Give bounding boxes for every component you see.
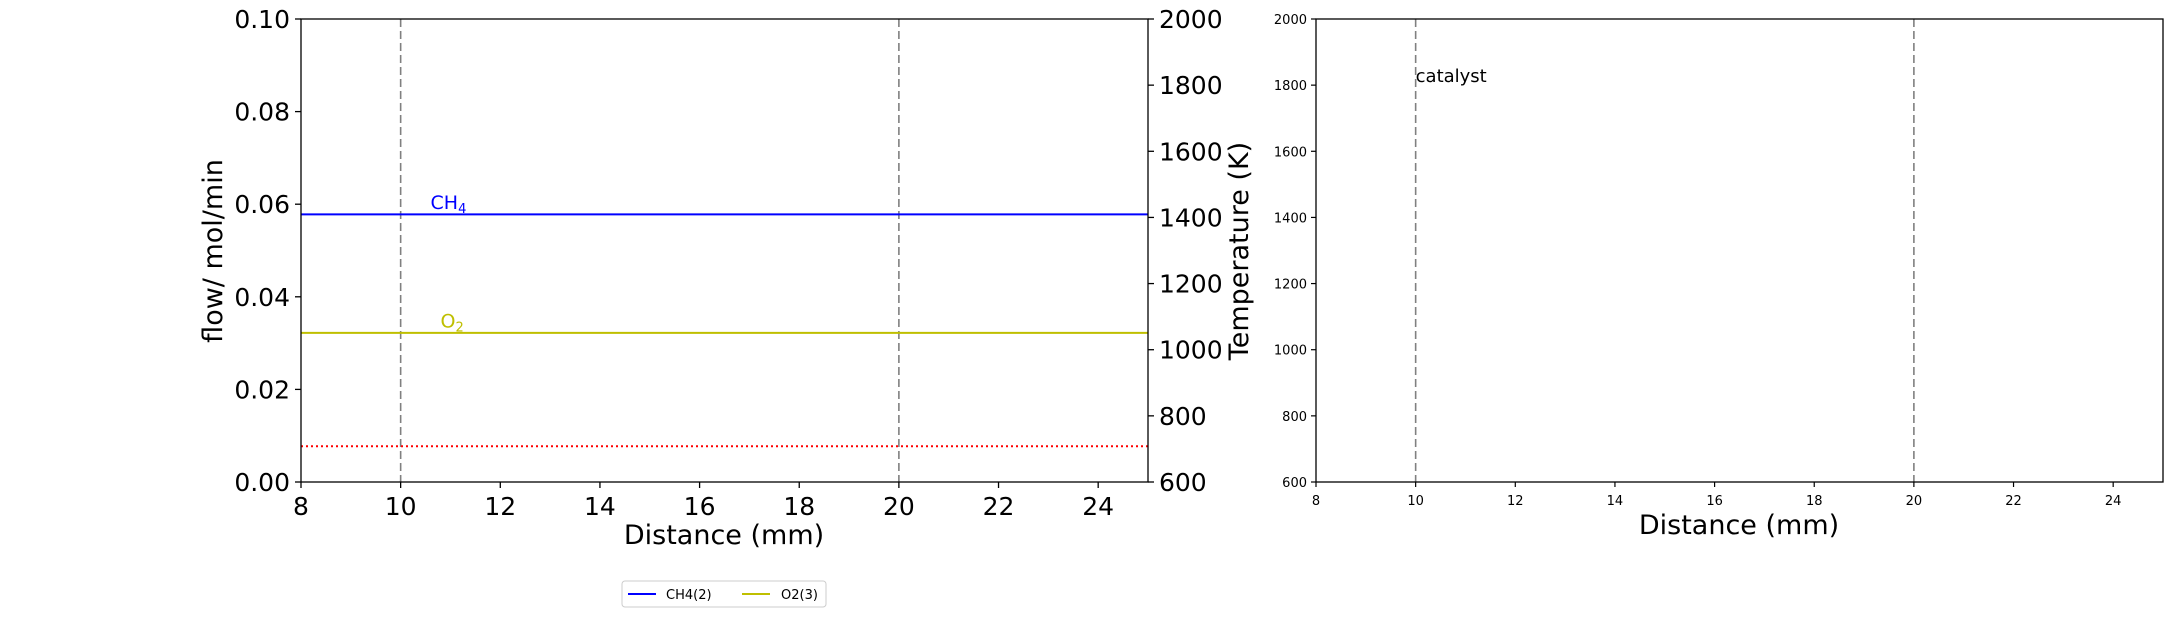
x-tick-label: 8	[1312, 494, 1320, 509]
y-axis-ticks: 0.00 0.02 0.04 0.06 0.08 0.10	[234, 5, 301, 497]
y2-tick-label: 1400	[1159, 203, 1223, 232]
y2-axis-label: Temperature (K)	[1224, 142, 1255, 361]
x-tick-label: 16	[1706, 494, 1723, 509]
plot-frame	[1315, 18, 2164, 483]
y2-tick-label: 1800	[1159, 71, 1223, 100]
x-tick-label: 22	[2005, 494, 2022, 509]
x-tick-label: 14	[1607, 494, 1624, 509]
x-tick-label: 20	[1906, 494, 1923, 509]
legend: CH4(2) O2(3)	[621, 580, 827, 608]
x-tick-label: 14	[584, 492, 616, 521]
series-labels: CH4 O2	[431, 192, 467, 336]
y-axis-ticks: 600 800 1000 1200 1400 1600 1800 2000	[1274, 13, 1316, 491]
x-tick-label: 10	[385, 492, 417, 521]
x-tick-label: 8	[293, 492, 309, 521]
y-tick-label: 0.06	[234, 190, 290, 219]
y2-tick-label: 800	[1159, 402, 1207, 431]
y2-tick-label: 1600	[1159, 137, 1223, 166]
legend-label-ch4: CH4(2)	[666, 588, 712, 603]
catalyst-annotation: catalyst	[1416, 66, 1487, 87]
y2-tick-label: 600	[1159, 468, 1207, 497]
x-tick-label: 24	[2105, 494, 2122, 509]
y-tick-label: 0.00	[234, 468, 290, 497]
series-label-sub: 4	[458, 202, 466, 217]
series-label-sub: 2	[455, 320, 463, 335]
y-tick-label: 600	[1282, 476, 1307, 491]
y-tick-label: 0.04	[234, 283, 290, 312]
y-tick-label: 1200	[1274, 278, 1307, 293]
x-axis-ticks: 8 10 12 14 16 18 20 22 24	[1312, 482, 2122, 509]
legend-box	[621, 580, 827, 608]
x-tick-label: 22	[983, 492, 1015, 521]
temperature-chart: 8 10 12 14 16 18 20 22 24 600 800 1000 1200 1400 1600…	[1274, 13, 2164, 541]
y-tick-label: 2000	[1274, 13, 1307, 28]
y2-axis-ticks: 600 800 1000 1200 1400 1600 1800 2000	[1148, 5, 1223, 497]
y-tick-label: 800	[1282, 410, 1307, 425]
x-tick-label: 18	[1806, 494, 1823, 509]
plot-frame	[300, 18, 1149, 483]
y-tick-label: 0.10	[234, 5, 290, 34]
legend-label-o2: O2(3)	[781, 588, 818, 603]
x-axis-label: Distance (mm)	[1639, 510, 1839, 541]
catalyst-boundary-lines	[1414, 19, 1915, 482]
series-label: CH4	[431, 192, 467, 217]
y-tick-label: 0.02	[234, 375, 290, 404]
flow-series	[301, 213, 1148, 334]
y2-tick-label: 1000	[1159, 336, 1223, 365]
series-label-main: CH	[431, 192, 459, 214]
y-tick-label: 1600	[1274, 145, 1307, 160]
y2-tick-label: 1200	[1159, 270, 1223, 299]
y-tick-label: 1800	[1274, 79, 1307, 94]
x-tick-label: 10	[1407, 494, 1424, 509]
x-axis-label: Distance (mm)	[624, 520, 824, 551]
y2-tick-label: 2000	[1159, 5, 1223, 34]
y-tick-label: 1000	[1274, 344, 1307, 359]
series-label: O2	[441, 310, 464, 335]
x-tick-label: 18	[783, 492, 815, 521]
x-axis-ticks: 8 10 12 14 16 18 20 22 24	[293, 482, 1114, 521]
x-tick-label: 12	[1507, 494, 1524, 509]
x-tick-label: 12	[484, 492, 516, 521]
catalyst-boundary-lines	[399, 19, 900, 482]
y-tick-label: 1400	[1274, 211, 1307, 226]
series-label-main: O	[441, 310, 456, 332]
y-tick-label: 0.08	[234, 98, 290, 127]
y-axis-label: flow/ mol/min	[198, 159, 229, 343]
x-tick-label: 20	[883, 492, 915, 521]
x-tick-label: 24	[1082, 492, 1114, 521]
x-tick-label: 16	[684, 492, 716, 521]
